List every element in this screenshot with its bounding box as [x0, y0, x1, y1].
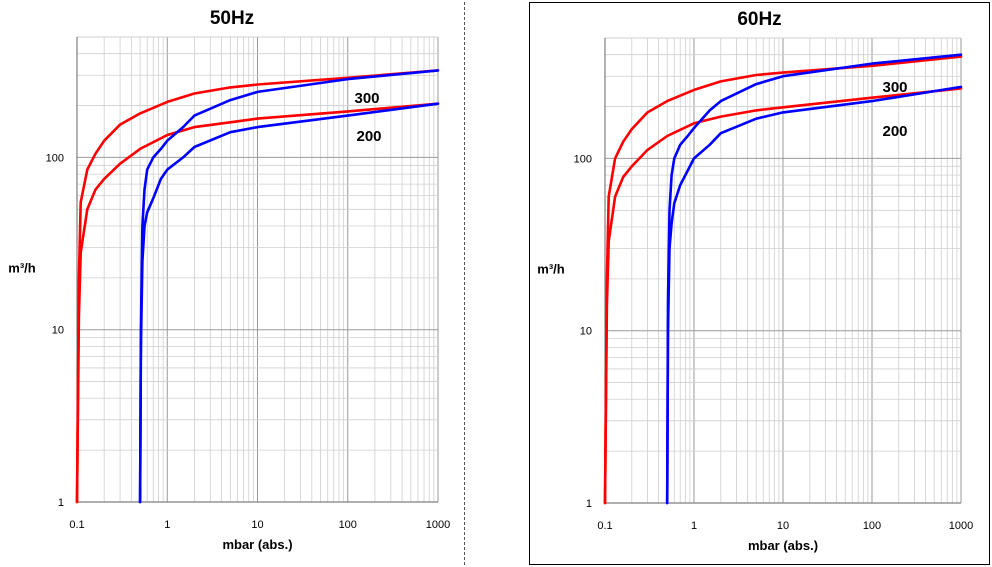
series-line-blue-3 [665, 85, 963, 505]
series-line-red-0 [603, 55, 963, 505]
x-tick-label: 1 [691, 520, 697, 532]
y-tick-label: 100 [46, 152, 64, 164]
series-line-blue-2 [138, 69, 440, 504]
x-tick-label: 1000 [949, 520, 973, 532]
chart-title: 50Hz [209, 8, 255, 29]
x-tick-label: 1 [164, 519, 170, 531]
x-tick-label: 100 [863, 520, 881, 532]
chart-svg: 0.1 1 10 100 1000 1 10 100 mbar (abs.) m³/h 300 200 [537, 37, 973, 553]
chart-svg: 0.1 1 10 100 1000 1 10 100 mbar (abs.) m³/h 300 200 [8, 36, 450, 552]
series-line-red-1 [75, 102, 440, 504]
chart-title: 60Hz [737, 9, 782, 30]
series-line-red-1 [603, 87, 963, 505]
x-tick-label: 1000 [426, 519, 450, 531]
grid [76, 36, 439, 503]
y-axis-label: m³/h [537, 262, 565, 277]
series-line-red-0 [75, 69, 440, 504]
x-tick-label: 0.1 [597, 520, 612, 532]
chart-panel-60hz: 60Hz 0.1 1 10 100 1000 1 10 100 mbar (abs.) m³/h 3… [529, 2, 990, 565]
x-tick-label: 10 [251, 519, 263, 531]
curve-label-200: 200 [356, 128, 381, 145]
y-tick-label: 100 [574, 153, 592, 165]
y-tick-label: 1 [58, 497, 64, 509]
y-tick-label: 10 [52, 325, 64, 337]
x-tick-label: 100 [339, 519, 357, 531]
curve-label-300: 300 [882, 79, 907, 96]
chart-panel-50hz: 50Hz 0.1 1 10 100 1000 1 10 100 mbar (abs.) m³/h 3… [0, 2, 465, 565]
series-line-blue-3 [138, 102, 440, 504]
x-axis-label: mbar (abs.) [222, 537, 292, 552]
curve-label-200: 200 [882, 123, 907, 140]
x-tick-label: 10 [777, 520, 789, 532]
y-tick-label: 10 [580, 326, 592, 338]
y-axis-label: m³/h [8, 261, 36, 276]
x-axis-label: mbar (abs.) [748, 538, 818, 553]
series-line-blue-2 [665, 53, 963, 505]
curve-label-300: 300 [354, 90, 379, 107]
y-tick-label: 1 [586, 498, 592, 510]
x-tick-label: 0.1 [69, 519, 84, 531]
